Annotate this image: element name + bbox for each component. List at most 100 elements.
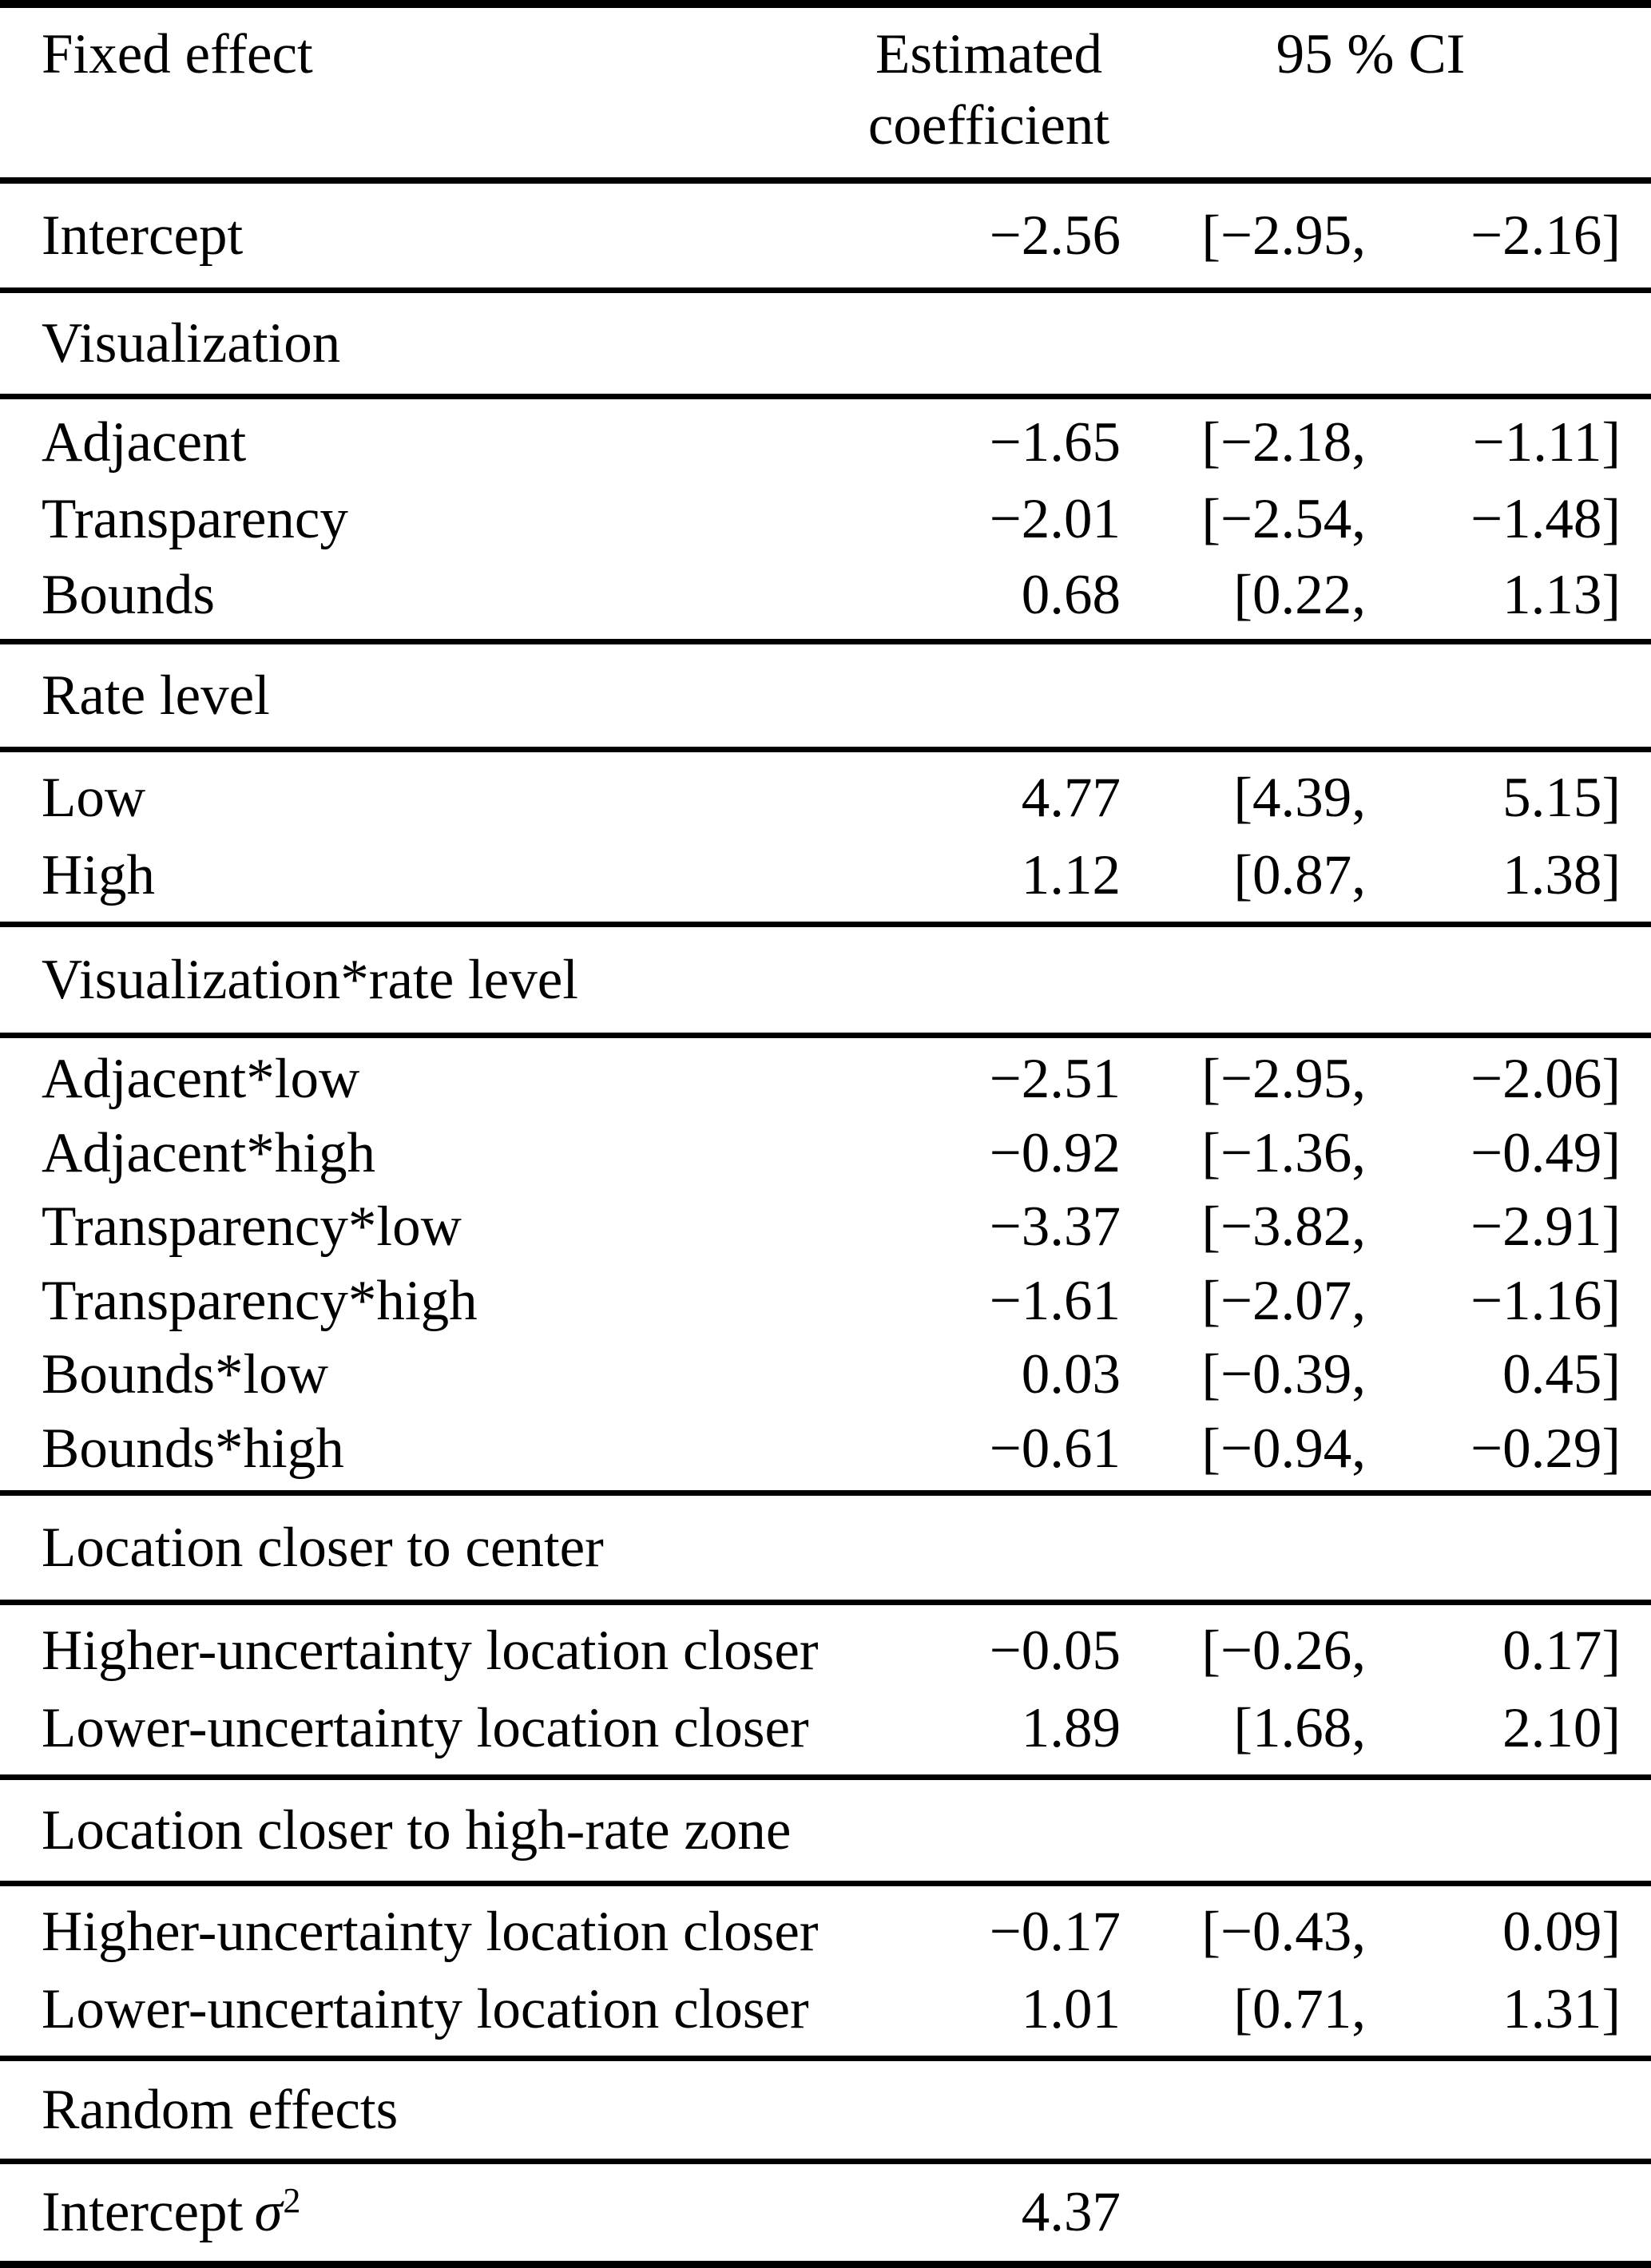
section-header-location-high-rate: Location closer to high-rate zone: [0, 1780, 1651, 1881]
cell-coefficient: 0.03: [1021, 1343, 1121, 1406]
cell-coefficient: 0.68: [1021, 563, 1121, 626]
table-row-adjacent-low: Adjacent*low −2.51 [−2.95, −2.06]: [42, 1047, 1621, 1112]
header-estimated-line2: coefficient: [867, 94, 1110, 157]
cell-coefficient: −0.92: [989, 1121, 1121, 1184]
cell-coefficient: 4.77: [1021, 766, 1121, 829]
table-row-intercept: Intercept −2.56 [−2.95, −2.16]: [42, 204, 1621, 268]
section-header-location-center: Location closer to center: [0, 1496, 1651, 1600]
section-title: Location closer to center: [42, 1516, 604, 1579]
section-header-visualization: Visualization: [0, 293, 1651, 394]
cell-fixed-effect: Bounds*high: [42, 1417, 344, 1480]
section-title: Random effects: [42, 2078, 399, 2141]
cell-fixed-effect: Transparency*high: [42, 1269, 478, 1332]
cell-fixed-effect: Bounds*low: [42, 1343, 328, 1406]
table-row-bounds-low: Bounds*low 0.03 [−0.39, 0.45]: [42, 1342, 1621, 1407]
section-title: Rate level: [42, 664, 270, 727]
cell-ci-lower: [1.68,: [1233, 1697, 1366, 1760]
cell-coefficient: 1.01: [1021, 1978, 1121, 2041]
cell-coefficient: −1.61: [989, 1269, 1121, 1332]
location-center-rows-block: Higher-uncertainty location closer −0.05…: [0, 1605, 1651, 1774]
header-estimated-line1: Estimated: [875, 23, 1102, 85]
cell-coefficient: 1.89: [1021, 1697, 1121, 1760]
cell-fixed-effect: High: [42, 844, 155, 907]
cell-fixed-effect: Intercept: [42, 204, 244, 267]
cell-ci-lower: [0.71,: [1233, 1978, 1366, 2041]
location-high-rate-rows-block: Higher-uncertainty location closer −0.17…: [0, 1886, 1651, 2056]
cell-ci-lower: [−0.26,: [1201, 1619, 1366, 1682]
section-title: Visualization: [42, 311, 341, 375]
cell-coefficient: 4.37: [1021, 2181, 1121, 2243]
cell-fixed-effect: Higher-uncertainty location closer: [42, 1619, 819, 1682]
random-effects-rows-block: Intercept σ2 4.37: [0, 2164, 1651, 2261]
cell-fixed-effect: Higher-uncertainty location closer: [42, 1900, 819, 1963]
cell-coefficient: −0.05: [989, 1619, 1121, 1682]
table-row-adjacent: Adjacent −1.65 [−2.18, −1.11]: [42, 410, 1621, 475]
divider-rule: [0, 394, 1651, 399]
cell-ci-lower: [−1.36,: [1201, 1121, 1366, 1184]
cell-ci-upper: 5.15]: [1502, 766, 1621, 829]
divider-rule: [0, 2159, 1651, 2164]
divider-rule: [0, 1600, 1651, 1605]
cell-fixed-effect: Lower-uncertainty location closer: [42, 1697, 809, 1760]
cell-ci-upper: 0.09]: [1502, 1900, 1621, 1963]
cell-fixed-effect: Intercept σ2: [42, 2180, 857, 2245]
cell-ci-lower: [0.87,: [1233, 844, 1366, 907]
cell-ci-upper: 1.13]: [1502, 563, 1621, 626]
section-header-visualization-rate-level: Visualization*rate level: [0, 927, 1651, 1033]
cell-ci-upper: −1.48]: [1470, 487, 1621, 550]
table-row-adjacent-high: Adjacent*high −0.92 [−1.36, −0.49]: [42, 1121, 1621, 1186]
cell-coefficient: −0.61: [989, 1417, 1121, 1480]
divider-rule: [0, 747, 1651, 752]
rate-level-rows-block: Low 4.77 [4.39, 5.15] High 1.12 [0.87, 1…: [0, 752, 1651, 922]
table-row-intercept-sigma: Intercept σ2 4.37: [42, 2180, 1621, 2245]
cell-fixed-effect: Adjacent*high: [42, 1121, 375, 1184]
divider-rule: [0, 1033, 1651, 1038]
table-row-transparency-low: Transparency*low −3.37 [−3.82, −2.91]: [42, 1195, 1621, 1259]
cell-coefficient: 1.12: [1021, 844, 1121, 907]
divider-rule: [0, 639, 1651, 644]
interaction-rows-block: Adjacent*low −2.51 [−2.95, −2.06] Adjace…: [0, 1038, 1651, 1490]
section-header-rate-level: Rate level: [0, 644, 1651, 747]
sigma-label-text: Intercept: [42, 2181, 244, 2243]
table-row-higher-uncertainty-high-rate: Higher-uncertainty location closer −0.17…: [42, 1900, 1621, 1965]
cell-fixed-effect: Lower-uncertainty location closer: [42, 1978, 809, 2041]
cell-fixed-effect: Adjacent*low: [42, 1048, 360, 1111]
cell-ci-lower: [−2.54,: [1201, 487, 1366, 550]
table-row-high: High 1.12 [0.87, 1.38]: [42, 843, 1621, 908]
cell-ci-upper: 0.45]: [1502, 1343, 1621, 1406]
cell-ci-upper: 2.10]: [1502, 1697, 1621, 1760]
cell-ci-lower: [−0.39,: [1201, 1343, 1366, 1406]
table-row-bounds: Bounds 0.68 [0.22, 1.13]: [42, 563, 1621, 628]
cell-coefficient: −1.65: [989, 411, 1121, 474]
section-title: Location closer to high-rate zone: [42, 1798, 792, 1862]
divider-rule: [0, 287, 1651, 293]
top-rule: [0, 0, 1651, 8]
cell-ci-lower: [4.39,: [1233, 766, 1366, 829]
cell-ci-lower: [−2.07,: [1201, 1269, 1366, 1332]
divider-rule: [0, 1881, 1651, 1886]
cell-ci-upper: −2.16]: [1470, 204, 1621, 267]
intercept-block: Intercept −2.56 [−2.95, −2.16]: [0, 184, 1651, 287]
cell-ci-upper: −2.91]: [1470, 1195, 1621, 1259]
cell-coefficient: −2.51: [989, 1048, 1121, 1111]
cell-ci-upper: 1.31]: [1502, 1978, 1621, 2041]
cell-coefficient: −2.01: [989, 487, 1121, 550]
cell-coefficient: −2.56: [989, 204, 1121, 267]
cell-ci-lower: [−2.95,: [1201, 1048, 1366, 1111]
bottom-rule: [0, 2261, 1651, 2268]
table-row-transparency: Transparency −2.01 [−2.54, −1.48]: [42, 487, 1621, 552]
header-rule: [0, 177, 1651, 184]
table-row-transparency-high: Transparency*high −1.61 [−2.07, −1.16]: [42, 1269, 1621, 1334]
cell-ci-upper: −0.29]: [1470, 1417, 1621, 1480]
sigma-symbol: σ: [254, 2181, 283, 2243]
cell-fixed-effect: Transparency*low: [42, 1195, 462, 1259]
cell-coefficient: −3.37: [989, 1195, 1121, 1259]
cell-ci-upper: −2.06]: [1470, 1048, 1621, 1111]
header-estimated-coefficient: Estimated coefficient: [857, 19, 1121, 161]
cell-ci-lower: [−2.95,: [1201, 204, 1366, 267]
table-row-low: Low 4.77 [4.39, 5.15]: [42, 766, 1621, 831]
table-row-higher-uncertainty-center: Higher-uncertainty location closer −0.05…: [42, 1619, 1621, 1683]
cell-ci-lower: [−2.18,: [1201, 411, 1366, 474]
cell-ci-upper: −1.11]: [1472, 411, 1621, 474]
